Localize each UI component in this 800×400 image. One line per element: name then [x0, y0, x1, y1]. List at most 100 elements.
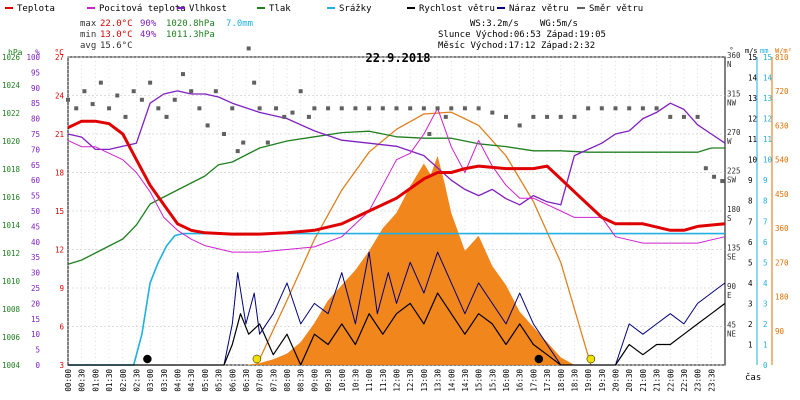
- axis-ms-tick: 14: [748, 74, 758, 83]
- x-tick-label: 22:00: [666, 369, 675, 392]
- axis-ms-tick: 6: [748, 238, 753, 247]
- x-tick-label: 19:30: [598, 369, 607, 392]
- wind-direction-point: [156, 106, 161, 111]
- axis-mm-tick: 10: [763, 156, 773, 165]
- axis-ms-tick: 10: [748, 156, 758, 165]
- sunset-marker: [586, 354, 596, 364]
- axis-mm-tick: 8: [763, 197, 768, 206]
- x-tick-label: 16:30: [516, 369, 525, 392]
- axis-dir-tick: 315: [727, 90, 741, 99]
- wind-direction-point: [66, 97, 70, 102]
- wind-direction-point: [703, 166, 708, 171]
- wind-direction-point: [599, 106, 604, 111]
- axis-dir-compass: E: [727, 291, 732, 300]
- axis-dir-tick: 135: [727, 244, 741, 253]
- axis-pct-tick: 0: [35, 361, 40, 370]
- legend: Teplota Pocitová teplota Vlhkost Tlak Srážky…: [5, 4, 643, 14]
- axis-pct-tick: 35: [31, 253, 40, 262]
- axis-mm-tick: 9: [763, 176, 768, 185]
- axis-temp-unit: °C: [54, 48, 64, 57]
- x-tick-label: 10:30: [351, 369, 360, 392]
- x-tick-label: 18:00: [557, 369, 566, 392]
- x-tick-label: 14:00: [447, 369, 456, 392]
- axis-pct-tick: 100: [26, 53, 40, 62]
- wind-direction-point: [235, 149, 240, 154]
- axis-temp-tick: 3: [59, 361, 64, 370]
- axis-pct-tick: 80: [31, 115, 41, 124]
- x-tick-label: 15:30: [488, 369, 497, 392]
- axis-mm-tick: 2: [763, 320, 768, 329]
- axis-dir-tick: 45: [727, 321, 736, 330]
- axis-ms-tick: 5: [748, 258, 753, 267]
- x-tick-label: 02:00: [119, 369, 128, 392]
- wind-direction-point: [222, 132, 227, 136]
- legend-label: Srážky: [339, 4, 372, 14]
- wind-direction-point: [107, 106, 112, 111]
- x-tick-label: 20:30: [625, 369, 634, 392]
- wind-direction-point: [443, 114, 448, 119]
- axis-hpa-tick: 1024: [2, 81, 21, 90]
- x-tick-label: 14:30: [461, 369, 470, 392]
- x-tick-label: 09:30: [324, 369, 333, 392]
- wind-direction-point: [252, 80, 257, 85]
- wind-direction-point: [421, 106, 426, 111]
- axis-ms-tick: 2: [748, 320, 753, 329]
- axis-wm2-tick: 270: [775, 258, 789, 267]
- axis-mm-tick: 5: [763, 258, 768, 267]
- axis-pct-unit: %: [35, 48, 40, 57]
- stat-min-temp: 13.0°C: [100, 30, 133, 40]
- legend-label: Vlhkost: [189, 4, 227, 14]
- humidity-line: [67, 90, 726, 206]
- x-tick-label: 05:00: [201, 369, 210, 392]
- x-tick-label: 07:00: [256, 369, 265, 392]
- axis-hpa-tick: 1010: [2, 277, 21, 286]
- legend-label: Pocitová teplota: [99, 4, 186, 14]
- axis-temp-tick: 21: [55, 130, 64, 139]
- moonrise-marker: [534, 354, 544, 364]
- solar-theoretical-line: [256, 111, 592, 366]
- x-tick-label: 01:30: [105, 369, 114, 392]
- wind-direction-point: [476, 106, 481, 111]
- x-tick-label: 09:00: [310, 369, 319, 392]
- axis-mm-tick: 6: [763, 238, 768, 247]
- axis-mm-tick: 4: [763, 279, 768, 288]
- wind-direction-point: [172, 97, 177, 102]
- axes-layer: 00:00 00:30 01:00 01:30 02:00 02:30 03:00 03:30…: [2, 46, 792, 392]
- wind-direction-point: [98, 80, 103, 85]
- wind-direction-point: [394, 106, 399, 111]
- x-tick-label: 21:00: [639, 369, 648, 392]
- legend-label: Rychlost větru: [419, 4, 495, 14]
- x-tick-label: 23:00: [694, 369, 703, 392]
- axis-pct-tick: 30: [31, 269, 41, 278]
- axis-temp-tick: 18: [55, 169, 65, 178]
- wind-direction-point: [123, 114, 128, 119]
- wind-speed-line: [68, 292, 726, 366]
- wind-direction-point: [90, 102, 95, 107]
- axis-mm-tick: 1: [763, 340, 768, 349]
- axis-ms-unit: m/s: [745, 47, 758, 55]
- wind-direction-point: [427, 132, 432, 136]
- wind-direction-point: [558, 114, 563, 119]
- wind-direction-point: [695, 114, 700, 119]
- x-tick-label: 05:30: [215, 369, 224, 392]
- axis-ms-tick: 15: [748, 53, 757, 62]
- wind-direction-point: [131, 89, 136, 94]
- axis-dir-tick: 180: [727, 205, 741, 214]
- stat-moon: Měsíc Východ:17:12 Západ:2:32: [438, 41, 595, 51]
- axis-temp-tick: 12: [55, 246, 64, 255]
- wind-direction-point: [290, 110, 295, 115]
- axis-hpa-tick: 1020: [2, 137, 21, 146]
- axis-mm-tick: 14: [763, 74, 773, 83]
- axis-hpa-tick: 1018: [2, 165, 21, 174]
- wind-direction-point: [257, 106, 262, 111]
- x-tick-label: 04:30: [187, 369, 196, 392]
- wind-direction-point: [545, 114, 550, 119]
- axis-wm2-tick: 450: [775, 190, 789, 199]
- x-tick-label: 17:00: [529, 369, 538, 392]
- x-tick-label: 17:30: [543, 369, 552, 392]
- axis-ms-tick: 9: [748, 176, 753, 185]
- axis-hpa-tick: 1008: [2, 305, 21, 314]
- stat-max-label: max: [80, 19, 97, 29]
- wind-direction-point: [197, 106, 202, 111]
- stat-max-rain: 7.0mm: [226, 19, 253, 29]
